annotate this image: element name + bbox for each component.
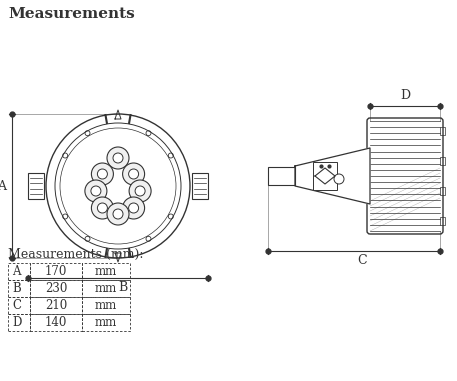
Circle shape: [113, 209, 123, 219]
Circle shape: [135, 186, 145, 196]
Bar: [30, 314, 82, 331]
Circle shape: [334, 174, 344, 184]
Circle shape: [97, 203, 107, 213]
Circle shape: [128, 203, 138, 213]
Bar: [440, 187, 445, 195]
Text: Measurements (mm):: Measurements (mm):: [8, 248, 143, 261]
Text: B: B: [12, 282, 21, 295]
Text: A: A: [12, 265, 21, 278]
Bar: [30, 297, 82, 314]
Bar: [28, 173, 44, 199]
Circle shape: [91, 163, 113, 185]
Bar: [8, 314, 30, 331]
Circle shape: [107, 203, 129, 225]
Circle shape: [107, 147, 129, 169]
Text: A: A: [0, 179, 6, 192]
Circle shape: [128, 169, 138, 179]
Bar: [440, 217, 445, 225]
Bar: [440, 127, 445, 135]
Text: mm: mm: [95, 265, 117, 278]
Bar: [268, 167, 295, 185]
Circle shape: [85, 180, 107, 202]
Text: D: D: [12, 316, 21, 329]
Text: C: C: [357, 254, 367, 267]
Circle shape: [129, 180, 151, 202]
Text: Measurements: Measurements: [8, 7, 135, 21]
Bar: [30, 263, 82, 280]
Polygon shape: [295, 148, 370, 204]
Text: 210: 210: [45, 299, 67, 312]
Bar: [440, 157, 445, 165]
Text: 140: 140: [45, 316, 67, 329]
Text: 170: 170: [45, 265, 67, 278]
Text: mm: mm: [95, 282, 117, 295]
FancyBboxPatch shape: [367, 118, 443, 234]
Text: 230: 230: [45, 282, 67, 295]
Text: mm: mm: [95, 316, 117, 329]
Bar: [8, 280, 30, 297]
Polygon shape: [315, 168, 335, 184]
Bar: [8, 297, 30, 314]
Bar: [8, 263, 30, 280]
Text: mm: mm: [95, 299, 117, 312]
Bar: [192, 173, 208, 199]
Bar: [82, 263, 130, 280]
Bar: [82, 297, 130, 314]
Circle shape: [91, 186, 101, 196]
Bar: [82, 280, 130, 297]
Circle shape: [113, 153, 123, 163]
Circle shape: [122, 163, 144, 185]
Text: C: C: [12, 299, 21, 312]
Bar: [30, 280, 82, 297]
Circle shape: [97, 169, 107, 179]
Circle shape: [122, 197, 144, 219]
Text: D: D: [400, 89, 410, 102]
Text: B: B: [118, 281, 128, 294]
Bar: [82, 314, 130, 331]
Circle shape: [91, 197, 113, 219]
Bar: [313, 162, 337, 190]
